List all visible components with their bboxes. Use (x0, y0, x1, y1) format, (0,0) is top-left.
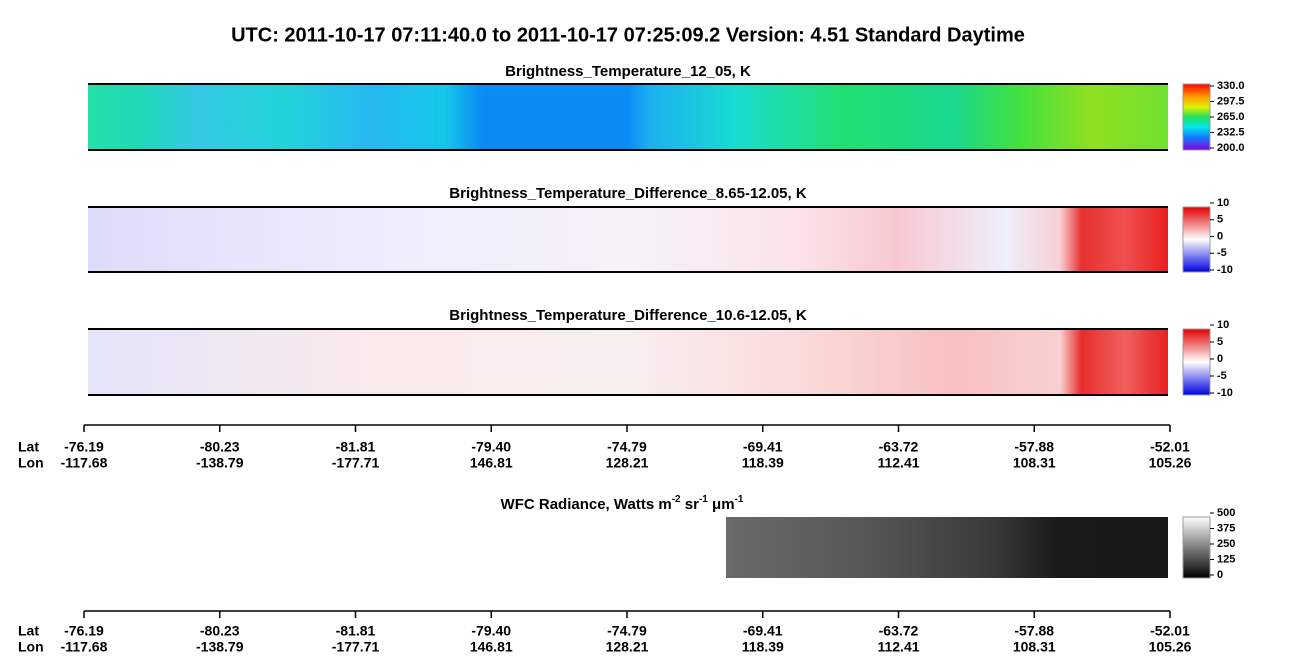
lat-label: -80.23 (200, 623, 240, 639)
lat-label: -79.40 (471, 439, 511, 455)
lon-label: -117.68 (61, 455, 108, 471)
colorbar-label: 500 (1217, 507, 1235, 519)
lat-label: -80.23 (200, 439, 240, 455)
lat-label: -69.41 (743, 623, 783, 639)
colorbar-label: -5 (1217, 247, 1227, 259)
colorbar-label: 375 (1217, 522, 1235, 534)
lon-label: -138.79 (196, 455, 244, 471)
colorbar-label: 5 (1217, 336, 1223, 348)
panel-title: Brightness_Temperature_Difference_10.6-1… (449, 307, 807, 324)
colorbar-label: 125 (1217, 553, 1235, 565)
lon-label: 146.81 (470, 639, 513, 655)
colorbar-label: 5 (1217, 214, 1223, 226)
lon-label: -177.71 (332, 455, 380, 471)
lat-label: -81.81 (336, 623, 376, 639)
lon-label: 112.41 (877, 455, 919, 471)
lat-label: -79.40 (471, 623, 511, 639)
panel-title: WFC Radiance, Watts m-2 sr-1 μm-1 (501, 494, 744, 513)
lat-label: -74.79 (607, 439, 647, 455)
lon-label: 128.21 (606, 639, 649, 655)
colorbar-label: 297.5 (1217, 95, 1245, 107)
colorbar-label: 250 (1217, 538, 1235, 550)
lat-label: -69.41 (743, 439, 783, 455)
colorbar-label: 0 (1217, 353, 1223, 365)
lon-label: 108.31 (1013, 639, 1056, 655)
axis-label: Lon (18, 455, 44, 471)
lon-label: 146.81 (470, 455, 513, 471)
lat-label: -76.19 (64, 623, 104, 639)
panel-title: Brightness_Temperature_Difference_8.65-1… (449, 185, 807, 202)
panel-borders (88, 83, 1168, 396)
colorbar-label: -5 (1217, 370, 1227, 382)
lat-label: -52.01 (1150, 439, 1190, 455)
axis-label: Lon (18, 639, 44, 655)
lat-label: -63.72 (879, 623, 919, 639)
page-title: UTC: 2011-10-17 07:11:40.0 to 2011-10-17… (231, 24, 1025, 46)
difference-image (88, 207, 1168, 272)
wfc-image (726, 517, 1168, 578)
lon-label: -138.79 (196, 639, 244, 655)
lat-label: -63.72 (879, 439, 919, 455)
title-part: WFC Radiance, Watts m (501, 496, 672, 513)
colorbar (1182, 516, 1211, 579)
colorbar-label: 330.0 (1217, 80, 1245, 92)
panel-title: Brightness_Temperature_12_05, K (505, 63, 751, 80)
colorbar-label: 0 (1217, 569, 1223, 581)
colorbar (1182, 206, 1211, 273)
lat-label: -52.01 (1150, 623, 1190, 639)
colorbar-label: 265.0 (1217, 111, 1245, 123)
colorbar-label: -10 (1217, 264, 1233, 276)
colorbar-label: 232.5 (1217, 126, 1245, 138)
lat-label: -74.79 (607, 623, 647, 639)
lon-label: 128.21 (606, 455, 649, 471)
colorbar-label: 10 (1217, 319, 1229, 331)
difference-image (88, 329, 1168, 395)
lat-label: -57.88 (1014, 623, 1054, 639)
lon-label: 105.26 (1149, 455, 1192, 471)
title-part: μm (708, 496, 735, 513)
lon-label: -177.71 (332, 639, 380, 655)
title-part: -2 (672, 494, 681, 505)
lat-label: -57.88 (1014, 439, 1054, 455)
brightness-image (88, 84, 1168, 150)
colorbar-label: -10 (1217, 387, 1233, 399)
colorbar-label: 10 (1217, 197, 1229, 209)
colorbar (1182, 83, 1211, 151)
lon-label: -117.68 (61, 639, 108, 655)
lon-label: 118.39 (742, 455, 784, 471)
axis-label: Lat (18, 439, 39, 455)
axis-label: Lat (18, 623, 39, 639)
colorbar-label: 0 (1217, 230, 1223, 242)
title-part: sr (681, 496, 700, 513)
lat-label: -81.81 (336, 439, 376, 455)
colorbar-label: 200.0 (1217, 142, 1245, 154)
lon-label: 112.41 (877, 639, 919, 655)
title-part: -1 (735, 494, 744, 505)
lat-label: -76.19 (64, 439, 104, 455)
title-part: -1 (699, 494, 708, 505)
lon-label: 118.39 (742, 639, 784, 655)
lon-label: 108.31 (1013, 455, 1056, 471)
colorbar (1182, 328, 1211, 396)
lon-label: 105.26 (1149, 639, 1192, 655)
